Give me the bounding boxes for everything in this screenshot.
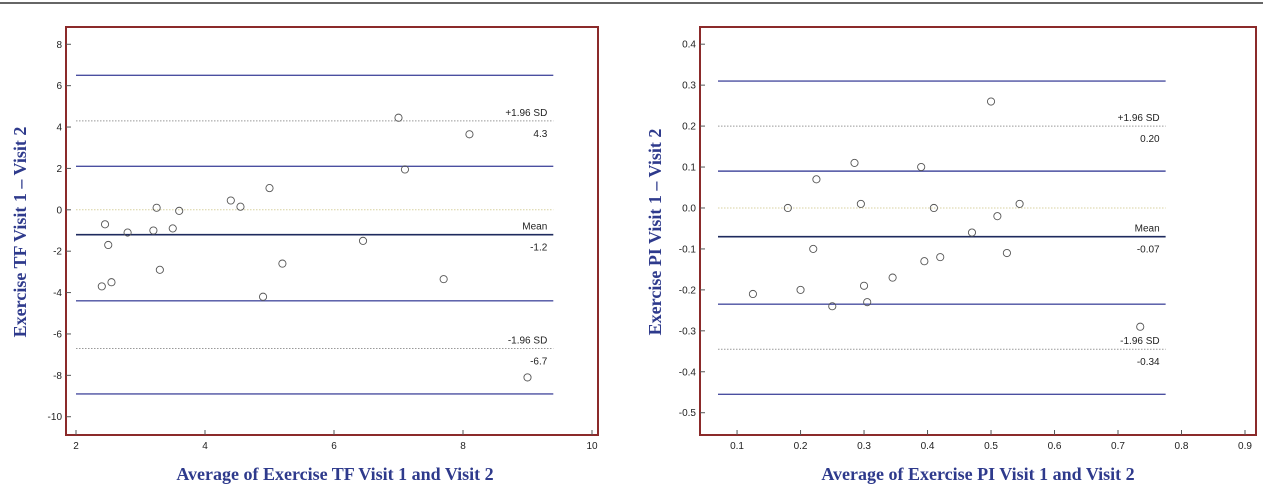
data-point	[967, 228, 977, 237]
data-point	[748, 289, 757, 299]
y-tick-label: 0	[56, 205, 62, 216]
data-point	[929, 203, 938, 213]
data-point	[226, 196, 235, 205]
y-tick-label: -10	[48, 412, 63, 423]
data-point	[796, 285, 805, 294]
data-point	[1002, 248, 1011, 258]
x-tick-label: 0.3	[857, 441, 871, 452]
x-tick-label: 0.6	[1048, 441, 1062, 452]
data-point	[1136, 322, 1145, 331]
data-point	[850, 158, 859, 167]
data-point	[104, 240, 113, 250]
y-tick-label: -0.5	[679, 408, 697, 419]
y-tick-label: 0.1	[682, 163, 696, 174]
x-tick-label: 4	[202, 441, 208, 452]
mean-label: Mean	[522, 222, 547, 233]
data-point	[97, 282, 106, 291]
chart-panel-tf: Exercise TF Visit 1 – Visit 2 Average of…	[10, 26, 599, 484]
y-tick-label: 0.4	[682, 40, 696, 51]
plot-frame	[699, 26, 1257, 436]
y-tick-label: 6	[56, 81, 62, 92]
lower-loa-value-label: -6.7	[530, 356, 548, 367]
x-axis-title: Average of Exercise TF Visit 1 and Visit…	[176, 464, 493, 484]
data-point	[920, 257, 929, 266]
data-point	[152, 203, 161, 212]
x-tick-label: 0.2	[794, 441, 808, 452]
data-point	[265, 184, 274, 193]
data-point	[993, 212, 1002, 221]
mean-value-label: -0.07	[1137, 245, 1160, 256]
y-tick-label: 4	[56, 123, 62, 134]
data-point	[1015, 199, 1024, 208]
y-tick-label: -0.2	[679, 285, 697, 296]
data-point	[812, 175, 821, 184]
upper-loa-label: +1.96 SD	[505, 108, 547, 119]
x-tick-label: 0.8	[1175, 441, 1189, 452]
lower-loa-label: -1.96 SD	[1120, 336, 1159, 347]
chart-panel-pi: Exercise PI Visit 1 – Visit 2 Average of…	[645, 26, 1257, 484]
y-tick-label: -2	[53, 247, 62, 258]
x-tick-label: 0.5	[984, 441, 998, 452]
data-point	[917, 162, 926, 172]
y-tick-label: 2	[56, 164, 62, 175]
data-point	[149, 226, 158, 235]
data-point	[859, 281, 869, 290]
y-tick-label: -0.1	[679, 244, 697, 255]
x-axis-title: Average of Exercise PI Visit 1 and Visit…	[821, 464, 1134, 484]
y-tick-label: 0.2	[682, 122, 696, 133]
y-tick-label: 0.3	[682, 81, 696, 92]
x-tick-label: 8	[460, 441, 466, 452]
data-point	[168, 224, 177, 233]
x-tick-label: 0.4	[921, 441, 935, 452]
data-point	[394, 113, 403, 122]
data-point	[107, 278, 116, 287]
data-point	[856, 199, 865, 208]
lower-loa-label: -1.96 SD	[508, 335, 547, 346]
upper-loa-label: +1.96 SD	[1118, 113, 1160, 124]
data-point	[888, 273, 897, 282]
data-point	[809, 244, 818, 253]
data-point	[439, 275, 448, 284]
data-point	[783, 203, 792, 213]
data-point	[123, 228, 132, 237]
mean-label: Mean	[1135, 224, 1160, 235]
data-point	[828, 302, 837, 311]
data-point	[863, 298, 872, 307]
x-tick-label: 0.7	[1111, 441, 1125, 452]
lower-loa-value-label: -0.34	[1137, 357, 1160, 368]
data-point	[400, 165, 410, 174]
x-tick-label: 0.9	[1238, 441, 1252, 452]
y-axis-title: Exercise TF Visit 1 – Visit 2	[10, 127, 30, 338]
data-point	[100, 220, 110, 229]
y-tick-label: -0.3	[679, 326, 697, 337]
plot-frame	[65, 26, 599, 436]
upper-loa-value-label: 0.20	[1140, 134, 1160, 145]
data-point	[258, 292, 268, 301]
y-tick-label: -6	[53, 329, 62, 340]
mean-value-label: -1.2	[530, 243, 548, 254]
y-tick-label: -4	[53, 288, 62, 299]
x-tick-label: 6	[331, 441, 337, 452]
y-tick-label: 0.0	[682, 203, 696, 214]
data-point	[236, 202, 245, 211]
x-tick-label: 0.1	[730, 441, 744, 452]
data-point	[986, 97, 996, 106]
upper-loa-value-label: 4.3	[533, 129, 547, 140]
data-point	[155, 265, 164, 274]
y-tick-label: -0.4	[679, 367, 697, 378]
data-point	[358, 236, 368, 245]
data-point	[936, 253, 945, 262]
data-point	[278, 259, 287, 268]
data-point	[465, 130, 474, 139]
y-tick-label: 8	[56, 40, 62, 51]
y-tick-label: -8	[53, 371, 62, 382]
data-point	[175, 206, 184, 215]
data-point	[523, 373, 532, 382]
y-axis-title: Exercise PI Visit 1 – Visit 2	[645, 129, 665, 336]
x-tick-label: 10	[586, 441, 598, 452]
x-tick-label: 2	[73, 441, 79, 452]
